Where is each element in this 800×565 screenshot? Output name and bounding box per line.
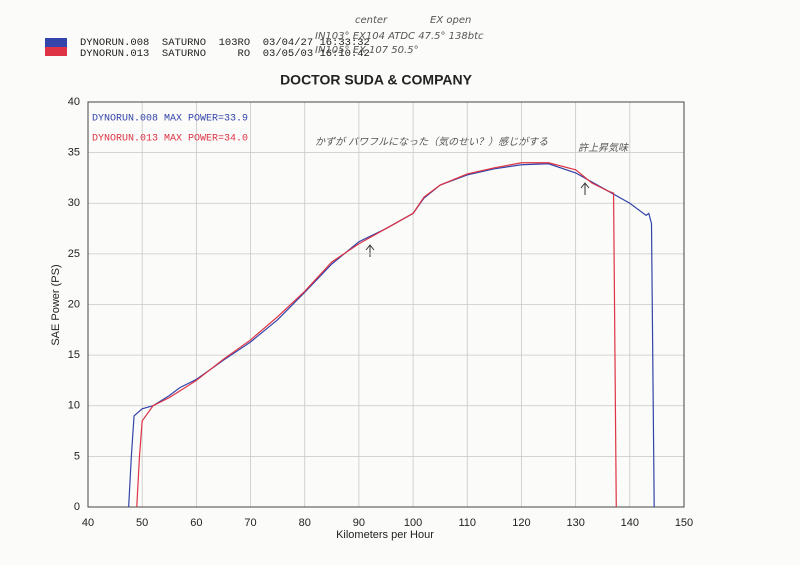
y-axis-label: SAE Power (PS) [50, 264, 62, 345]
plot-frame [87, 101, 685, 508]
x-tick-label: 80 [299, 517, 311, 529]
x-tick-label: 110 [458, 517, 476, 529]
series-line [136, 162, 617, 508]
x-tick-label: 60 [190, 517, 202, 529]
x-tick-label: 50 [136, 517, 148, 529]
x-tick-label: 70 [244, 517, 256, 529]
y-tick-label: 35 [68, 147, 80, 159]
x-tick-label: 40 [82, 517, 94, 529]
y-tick-label: 0 [74, 501, 80, 513]
x-tick-label: 130 [566, 517, 584, 529]
chart-title: DOCTOR SUDA & COMPANY [280, 72, 473, 88]
y-tick-label: 15 [68, 349, 80, 361]
legend-label: DYNORUN.008 MAX POWER=33.9 [92, 114, 248, 125]
y-tick-label: 5 [74, 450, 80, 462]
x-tick-label: 150 [675, 517, 693, 529]
legend-swatch [45, 38, 67, 47]
note: EX open [430, 15, 471, 26]
x-tick-label: 100 [404, 517, 422, 529]
arrow [580, 182, 590, 195]
legend-swatch [45, 47, 67, 56]
x-tick-label: 120 [512, 517, 530, 529]
y-tick-label: 20 [68, 298, 80, 310]
note: IN105° EX 107 50.5° [315, 45, 419, 56]
run-info: DYNORUN.008 SATURNO 103RO 03/04/27 16:33… [80, 37, 370, 49]
y-tick-label: 10 [68, 400, 80, 412]
run-info: DYNORUN.013 SATURNO RO 03/05/03 16:10:42 [80, 48, 370, 60]
x-tick-label: 140 [621, 517, 639, 529]
legend-label: DYNORUN.013 MAX POWER=34.0 [92, 134, 248, 145]
x-tick-label: 90 [353, 517, 365, 529]
arrow [365, 244, 375, 257]
y-tick-label: 40 [68, 96, 80, 108]
x-axis-label: Kilometers per Hour [336, 529, 434, 541]
note: IN103° EX104 ATDC 47.5° 138btc [315, 31, 484, 42]
note: center [355, 15, 388, 26]
y-tick-label: 30 [68, 197, 80, 209]
y-tick-label: 25 [68, 248, 80, 260]
note: かずが パワフルになった（気のせい？）感じがする [315, 136, 548, 148]
note: 許上昇気味 [578, 142, 629, 154]
